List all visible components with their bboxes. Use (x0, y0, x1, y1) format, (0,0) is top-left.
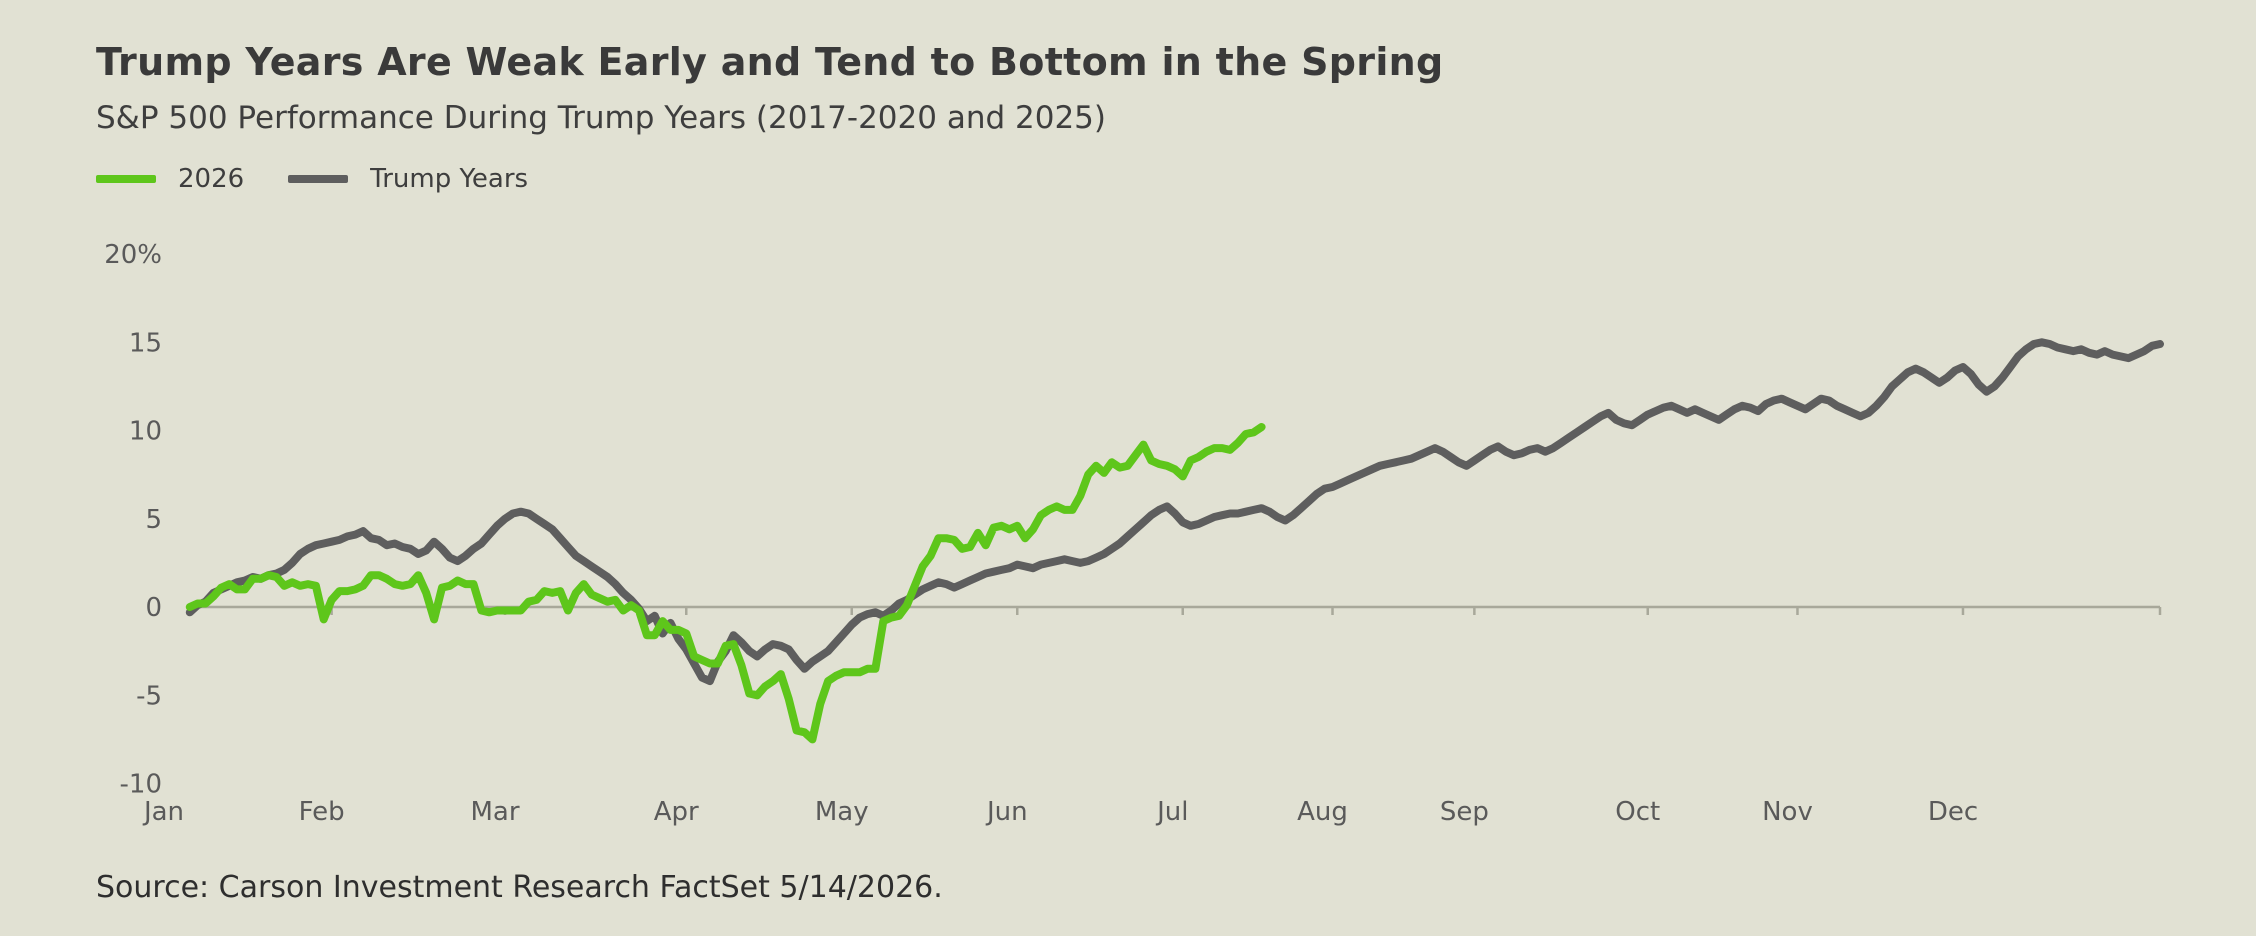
x-tick-label: Jul (1155, 797, 1188, 827)
x-tick-label: Jan (142, 797, 184, 827)
y-tick-label: -10 (120, 770, 162, 800)
legend-label-2026: 2026 (178, 164, 245, 194)
y-tick-label: 5 (145, 505, 162, 535)
y-tick-label: 0 (145, 593, 162, 623)
legend-swatch-trump-years (288, 175, 349, 183)
chart-subtitle: S&P 500 Performance During Trump Years (… (96, 100, 1106, 136)
x-tick-label: Sep (1440, 797, 1489, 827)
chart-legend: 2026 Trump Years (96, 164, 572, 194)
chart-title: Trump Years Are Weak Early and Tend to B… (96, 40, 1444, 84)
x-tick-label: Oct (1615, 797, 1660, 827)
x-tick-label: Aug (1297, 797, 1348, 827)
y-tick-label: 10 (129, 417, 162, 447)
y-tick-label: 20% (104, 240, 162, 270)
legend-item-trump-years: Trump Years (288, 164, 528, 194)
legend-swatch-2026 (96, 175, 156, 183)
x-tick-label: Dec (1928, 797, 1978, 827)
y-tick-label: -5 (136, 681, 162, 711)
x-tick-label: Apr (654, 797, 699, 827)
series-line-trump-years (185, 338, 2164, 686)
x-tick-label: Feb (299, 797, 345, 827)
source-note: Source: Carson Investment Research FactS… (96, 870, 943, 905)
x-tick-label: Jun (985, 797, 1028, 827)
series-group (185, 338, 2164, 744)
legend-item-2026: 2026 (96, 164, 244, 194)
x-tick-label: Nov (1762, 797, 1813, 827)
y-tick-label: 15 (129, 328, 162, 358)
x-tick-label: May (815, 797, 869, 827)
legend-label-trump-years: Trump Years (370, 164, 529, 194)
x-tick-label: Mar (470, 797, 519, 827)
series-line-2026 (185, 423, 1266, 744)
